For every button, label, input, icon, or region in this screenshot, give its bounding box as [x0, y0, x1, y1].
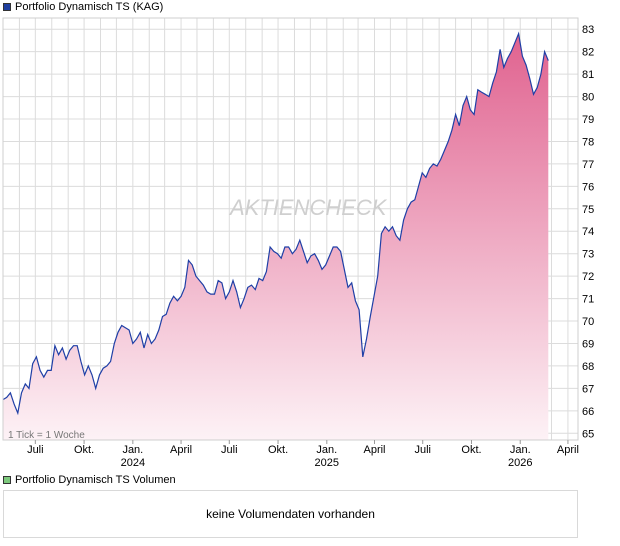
y-tick-label: 68	[582, 361, 594, 373]
x-tick-label: Okt.	[461, 444, 481, 456]
y-tick-label: 73	[582, 249, 594, 261]
watermark: AKTIENCHECK	[228, 195, 388, 220]
x-tick-label: April	[557, 444, 579, 456]
x-tick-label: Jan.	[122, 444, 143, 456]
y-tick-label: 77	[582, 159, 594, 171]
volume-legend-swatch	[3, 476, 11, 484]
x-tick-label: April	[170, 444, 192, 456]
y-tick-label: 69	[582, 338, 594, 350]
volume-message: keine Volumendaten vorhanden	[206, 507, 375, 521]
x-tick-label: April	[363, 444, 385, 456]
y-tick-label: 71	[582, 294, 594, 306]
x-tick-label: Okt.	[268, 444, 288, 456]
tick-note: 1 Tick = 1 Woche	[8, 430, 85, 441]
volume-legend: Portfolio Dynamisch TS Volumen	[3, 474, 176, 486]
y-tick-label: 82	[582, 47, 594, 59]
y-tick-label: 72	[582, 271, 594, 283]
x-tick-label: Juli	[414, 444, 431, 456]
y-tick-label: 83	[582, 24, 594, 36]
x-tick-label: Juli	[221, 444, 238, 456]
x-tick-label: Juli	[27, 444, 44, 456]
x-tick-label: Okt.	[74, 444, 94, 456]
y-tick-label: 67	[582, 383, 594, 395]
y-tick-label: 78	[582, 136, 594, 148]
plot-frame	[2, 17, 579, 441]
y-tick-label: 70	[582, 316, 594, 328]
x-year-label: 2024	[121, 457, 145, 469]
y-tick-label: 66	[582, 406, 594, 418]
price-area	[3, 33, 549, 440]
x-year-label: 2025	[315, 457, 339, 469]
x-tick-label: Jan.	[316, 444, 337, 456]
y-tick-label: 81	[582, 69, 594, 81]
y-tick-label: 79	[582, 114, 594, 126]
price-legend-label: Portfolio Dynamisch TS (KAG)	[15, 1, 164, 13]
price-legend-swatch	[3, 3, 11, 11]
volume-legend-label: Portfolio Dynamisch TS Volumen	[15, 474, 176, 486]
y-tick-label: 74	[582, 226, 594, 238]
price-chart: AKTIENCHECK 65 66 67 68 69 70 71 72 73 74 75 76 77 78…	[2, 17, 594, 469]
y-tick-label: 80	[582, 92, 594, 104]
y-tick-label: 75	[582, 204, 594, 216]
x-tick-label: Jan.	[510, 444, 531, 456]
price-legend: Portfolio Dynamisch TS (KAG)	[3, 1, 163, 13]
x-year-label: 2026	[508, 457, 532, 469]
price-line	[2, 31, 549, 416]
volume-panel: keine Volumendaten vorhanden	[3, 490, 578, 538]
y-tick-label: 76	[582, 181, 594, 193]
y-tick-label: 65	[582, 428, 594, 440]
